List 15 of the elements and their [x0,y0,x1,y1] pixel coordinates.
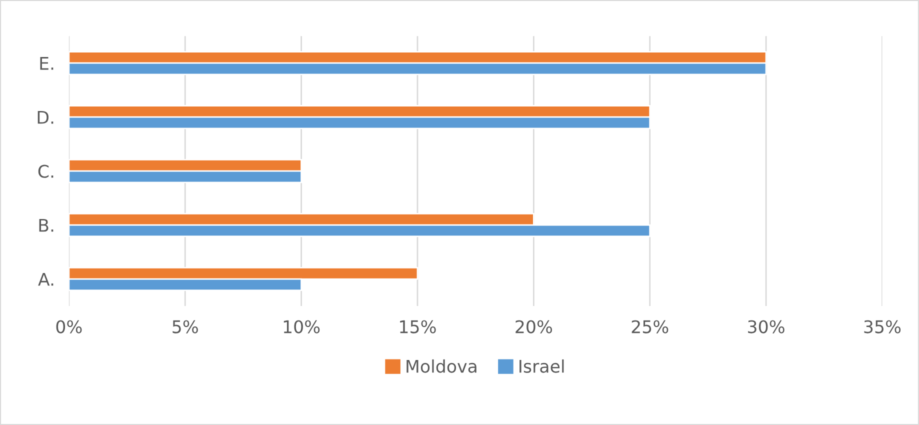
y-tick-label: C. [38,164,54,178]
y-tick-label: B. [39,218,54,232]
x-tick-label: 35% [864,320,901,334]
x-tick-label: 25% [632,320,668,334]
legend-label: Israel [520,359,564,373]
x-tick-label: 10% [284,320,320,334]
x-tick-label: 20% [516,320,552,334]
y-tick-label: E. [40,57,54,70]
y-tick-label: D. [38,111,54,124]
x-tick-label: 15% [400,320,436,334]
x-tick-label: 30% [748,320,784,334]
x-tick-label: 5% [172,320,198,334]
legend-label: Moldova [406,359,476,373]
x-tick-label: 0% [56,320,82,334]
y-tick-label: A. [38,272,54,286]
